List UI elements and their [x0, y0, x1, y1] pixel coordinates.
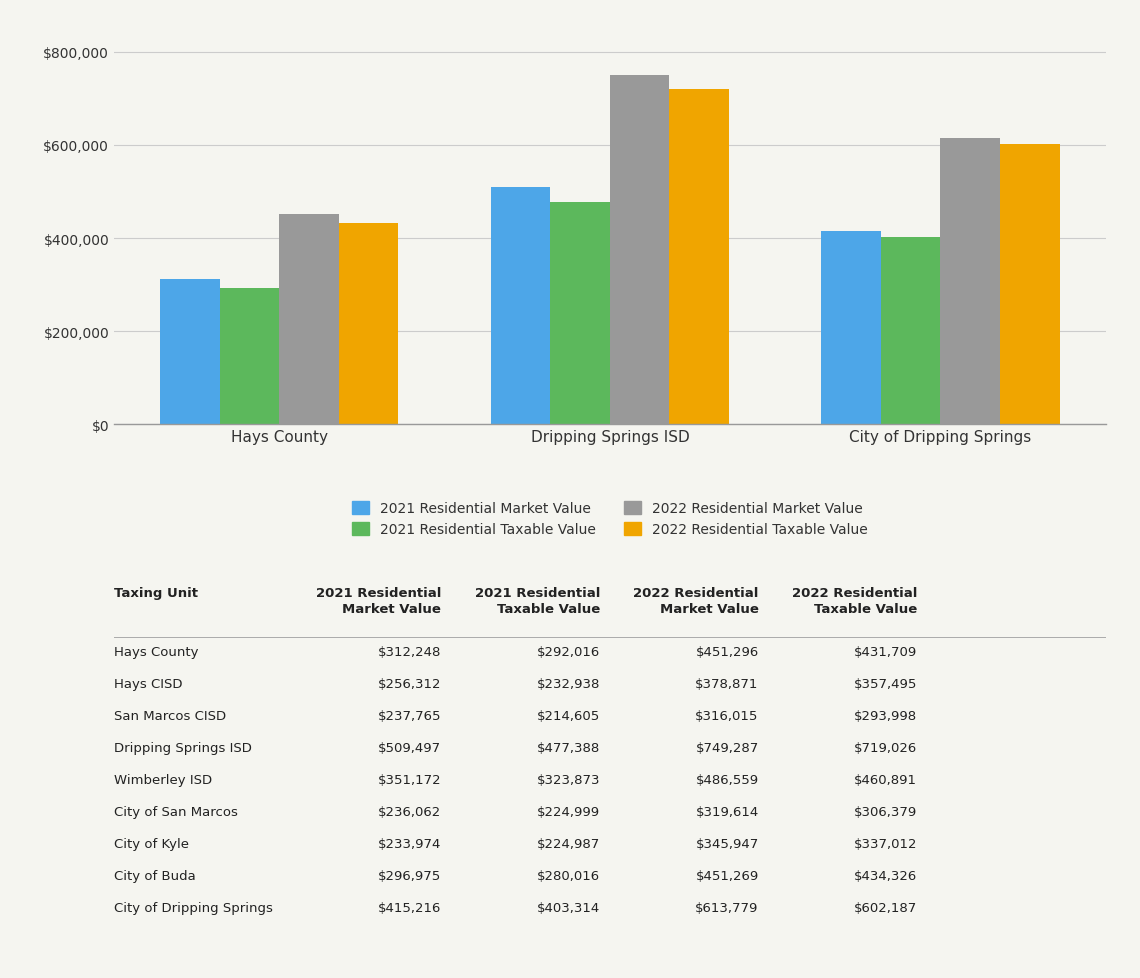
Text: $323,873: $323,873 — [537, 774, 600, 786]
Text: $460,891: $460,891 — [854, 774, 918, 786]
Text: Wimberley ISD: Wimberley ISD — [114, 774, 212, 786]
Text: $486,559: $486,559 — [695, 774, 759, 786]
Bar — [669, 90, 728, 425]
Bar — [220, 289, 279, 425]
Text: 2022 Residential
Market Value: 2022 Residential Market Value — [634, 587, 759, 616]
Text: $509,497: $509,497 — [378, 741, 441, 754]
Text: $232,938: $232,938 — [537, 678, 600, 690]
Text: $357,495: $357,495 — [854, 678, 918, 690]
Text: City of Dripping Springs: City of Dripping Springs — [114, 902, 272, 914]
Text: $256,312: $256,312 — [377, 678, 441, 690]
Text: $451,296: $451,296 — [695, 645, 759, 658]
Text: Hays CISD: Hays CISD — [114, 678, 182, 690]
Text: $306,379: $306,379 — [854, 806, 918, 819]
Text: $293,998: $293,998 — [854, 709, 918, 723]
Text: City of Buda: City of Buda — [114, 869, 196, 882]
Text: Taxing Unit: Taxing Unit — [114, 587, 198, 600]
Bar — [610, 76, 669, 425]
Bar — [940, 139, 1000, 425]
Text: $292,016: $292,016 — [537, 645, 600, 658]
Text: $296,975: $296,975 — [378, 869, 441, 882]
Text: $214,605: $214,605 — [537, 709, 600, 723]
Text: 2021 Residential
Market Value: 2021 Residential Market Value — [316, 587, 441, 616]
Text: City of San Marcos: City of San Marcos — [114, 806, 238, 819]
Text: 2021 Residential
Taxable Value: 2021 Residential Taxable Value — [474, 587, 600, 616]
Text: $431,709: $431,709 — [854, 645, 918, 658]
Text: $236,062: $236,062 — [378, 806, 441, 819]
Text: $602,187: $602,187 — [854, 902, 918, 914]
Text: $237,765: $237,765 — [377, 709, 441, 723]
Legend: 2021 Residential Market Value, 2021 Residential Taxable Value, 2022 Residential : 2021 Residential Market Value, 2021 Resi… — [347, 496, 873, 542]
Text: $233,974: $233,974 — [378, 837, 441, 851]
Bar — [161, 280, 220, 425]
Text: $451,269: $451,269 — [695, 869, 759, 882]
Text: Hays County: Hays County — [114, 645, 198, 658]
Text: $280,016: $280,016 — [537, 869, 600, 882]
Text: $477,388: $477,388 — [537, 741, 600, 754]
Text: $403,314: $403,314 — [537, 902, 600, 914]
Text: $312,248: $312,248 — [378, 645, 441, 658]
Bar — [1000, 145, 1059, 425]
Bar — [491, 188, 551, 425]
Text: $351,172: $351,172 — [377, 774, 441, 786]
Text: 2022 Residential
Taxable Value: 2022 Residential Taxable Value — [792, 587, 918, 616]
Bar — [339, 224, 398, 425]
Text: $319,614: $319,614 — [695, 806, 759, 819]
Text: City of Kyle: City of Kyle — [114, 837, 189, 851]
Text: $337,012: $337,012 — [854, 837, 918, 851]
Text: $224,987: $224,987 — [537, 837, 600, 851]
Text: $415,216: $415,216 — [378, 902, 441, 914]
Text: San Marcos CISD: San Marcos CISD — [114, 709, 226, 723]
Text: $345,947: $345,947 — [695, 837, 759, 851]
Text: $434,326: $434,326 — [854, 869, 918, 882]
Text: $749,287: $749,287 — [695, 741, 759, 754]
Bar — [881, 238, 940, 425]
Text: $224,999: $224,999 — [537, 806, 600, 819]
Bar — [279, 215, 339, 425]
Text: Dripping Springs ISD: Dripping Springs ISD — [114, 741, 252, 754]
Bar — [822, 232, 881, 425]
Text: $378,871: $378,871 — [695, 678, 759, 690]
Text: $613,779: $613,779 — [695, 902, 759, 914]
Bar — [551, 202, 610, 425]
Text: $316,015: $316,015 — [695, 709, 759, 723]
Text: $719,026: $719,026 — [854, 741, 918, 754]
